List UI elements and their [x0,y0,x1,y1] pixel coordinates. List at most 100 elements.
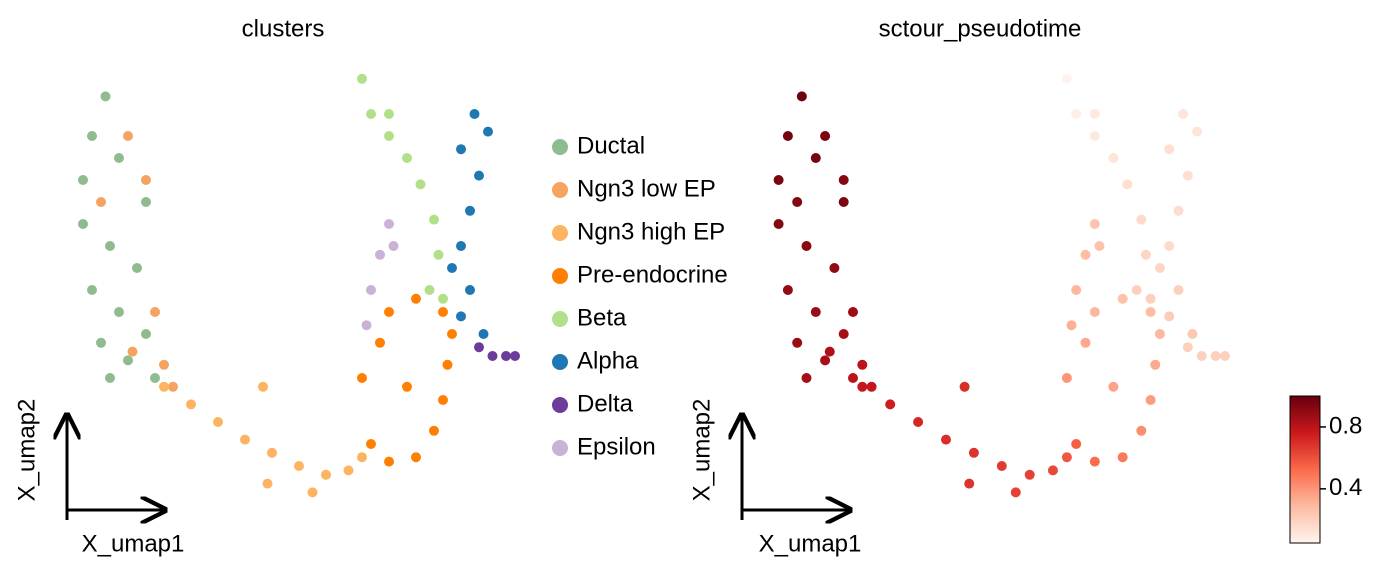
legend-marker [552,139,568,155]
point [343,465,354,476]
point [1117,452,1128,463]
point [1094,241,1105,251]
legend-label: Ductal [577,132,645,159]
point [1080,337,1091,348]
point [87,131,97,141]
point [913,417,924,427]
point [114,307,124,317]
point [213,417,223,427]
point [384,456,394,467]
point [96,337,106,348]
point [240,434,250,445]
point [1187,329,1198,339]
point [159,381,169,392]
point [357,452,367,463]
point [838,197,849,207]
point [1024,469,1035,480]
point [1154,263,1165,273]
legend-label: Epsilon [577,433,656,460]
point [1164,144,1175,155]
point [792,197,803,207]
point [150,373,160,383]
point [1108,153,1119,163]
point [258,381,268,392]
point [361,320,372,331]
point [267,447,277,458]
y-axis-label: X_umap2 [688,399,715,502]
point [941,434,951,445]
point [1145,307,1156,317]
point [1150,359,1161,370]
point [801,241,812,251]
point [384,109,394,119]
legend-label: Alpha [577,347,639,374]
point [474,170,484,181]
point [1047,465,1058,476]
point [968,447,979,458]
point [465,285,475,295]
point [78,219,88,229]
point [415,179,426,190]
point [438,307,448,317]
x-axis-label: X_umap1 [759,530,862,557]
point [411,452,421,463]
legend-label: Delta [577,390,634,417]
point [474,342,484,353]
point [487,351,498,361]
point [1178,109,1189,119]
point [792,337,803,348]
point [1192,126,1203,137]
point [829,263,840,273]
point [429,214,439,225]
point [838,329,849,339]
point [820,355,831,366]
point [366,109,376,119]
point [105,241,115,251]
point [848,373,858,383]
point [375,337,385,348]
point [478,329,489,339]
point [838,175,849,185]
point [996,461,1007,471]
point [820,131,831,141]
point [168,381,178,392]
point [262,478,273,489]
point [1089,456,1100,467]
point [1145,395,1156,405]
point [857,359,868,370]
point [127,346,138,357]
x-axis-label: X_umap1 [82,530,185,557]
point [1182,342,1193,353]
point [1071,109,1082,119]
point [1071,439,1082,449]
point [384,307,394,317]
point [1145,293,1156,304]
point [159,359,169,370]
point [1061,73,1072,84]
point [456,311,466,322]
point [1010,487,1021,498]
point [438,395,448,405]
y-axis-label: X_umap2 [13,399,40,502]
legend-label: Ngn3 high EP [577,218,725,245]
colorbar-tick-label: 0.8 [1329,412,1362,439]
point [501,351,511,361]
point [384,219,394,229]
point [810,307,821,317]
point [1164,311,1175,322]
point [1089,307,1100,317]
point [1071,285,1082,295]
point [456,144,466,155]
point [447,263,457,273]
point [141,197,151,207]
point [321,469,331,480]
point [782,131,793,141]
point [433,249,444,260]
point [388,241,399,251]
point [1131,285,1142,295]
point [959,381,970,392]
legend-marker [552,354,568,370]
point [885,399,896,410]
point [964,478,975,489]
